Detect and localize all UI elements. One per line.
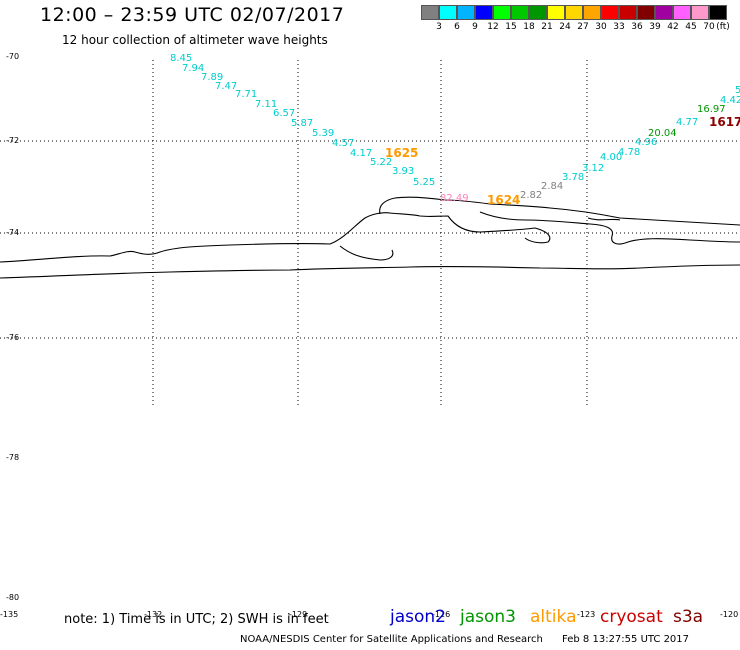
- wave-height-value: 2.84: [541, 181, 563, 192]
- wave-height-value: 7.71: [235, 89, 257, 100]
- wave-height-value: 4.17: [350, 148, 372, 159]
- legend-label: 12: [487, 22, 499, 32]
- longitude-label: -135: [0, 610, 18, 619]
- legend-swatch: [601, 5, 619, 20]
- legend-swatch: [529, 5, 547, 20]
- pass-time-label: 1624: [487, 193, 520, 207]
- legend-swatch: [457, 5, 475, 20]
- legend-label: 27: [577, 22, 589, 32]
- legend-swatch: [673, 5, 691, 20]
- track-east-cyan-values: 3.783.124.004.784.96 4.77 4.425: [562, 85, 740, 183]
- legend-swatch: [691, 5, 709, 20]
- wave-height-value: 4.42: [720, 95, 740, 106]
- legend-label: 33: [613, 22, 625, 32]
- map-title: 12:00 – 23:59 UTC 02/07/2017: [40, 4, 345, 26]
- legend-label: 45: [685, 22, 697, 32]
- longitude-labels: -135 -132 -129 -126 -123 -120: [0, 610, 738, 619]
- wave-height-value: 20.04: [648, 128, 677, 139]
- footer-note: note: 1) Time is in UTC; 2) SWH is in fe…: [64, 612, 329, 627]
- legend-swatch: [511, 5, 529, 20]
- legend-swatch: [583, 5, 601, 20]
- map-subtitle: 12 hour collection of altimeter wave hei…: [62, 33, 328, 47]
- track-gray-values: 2.822.84: [520, 181, 563, 201]
- wave-height-value: 16.97: [697, 104, 726, 115]
- legend-label: (ft): [716, 22, 730, 32]
- wave-height-value: 4.00: [600, 152, 622, 163]
- track-west-values: 8.457.947.897.477.717.116.575.875.394.57…: [170, 53, 435, 188]
- credit-text: NOAA/NESDIS Center for Satellite Applica…: [240, 634, 543, 645]
- latitude-label: -74: [6, 228, 19, 237]
- legend-label: 36: [631, 22, 643, 32]
- wave-height-value: 3.12: [582, 163, 604, 174]
- wave-height-value: 6.57: [273, 108, 295, 119]
- legend-swatch: [421, 5, 439, 20]
- legend-swatch: [565, 5, 583, 20]
- wave-height-value: 7.89: [201, 72, 223, 83]
- wave-height-value: 8.45: [170, 53, 192, 64]
- legend-label: 42: [667, 22, 679, 32]
- longitude-label: -126: [432, 610, 450, 619]
- legend-swatch: [655, 5, 673, 20]
- wave-height-value: 4.57: [332, 138, 354, 149]
- latitude-label: -76: [6, 333, 19, 342]
- latitude-label: -80: [6, 593, 19, 602]
- longitude-label: -123: [577, 610, 595, 619]
- legend-label: 3: [436, 22, 442, 32]
- wave-height-value: 5.25: [413, 177, 435, 188]
- graticule: [0, 60, 740, 405]
- wave-height-value: 3.93: [392, 166, 414, 177]
- legend-label: 9: [472, 22, 478, 32]
- satellite-altika: altika: [530, 607, 577, 627]
- latitude-labels: -70 -72 -74 -76 -78 -80: [6, 52, 19, 602]
- pass-time-labels: 1625 1624 1617: [385, 115, 740, 207]
- legend-swatch: [547, 5, 565, 20]
- legend-label: 70: [703, 22, 715, 32]
- generated-timestamp: Feb 8 13:27:55 UTC 2017: [562, 634, 690, 645]
- legend-label: 6: [454, 22, 460, 32]
- wave-height-value: 5.22: [370, 157, 392, 168]
- coastline: [0, 196, 740, 279]
- satellite-cryosat: cryosat: [600, 607, 663, 627]
- footer-credit: NOAA/NESDIS Center for Satellite Applica…: [240, 634, 689, 645]
- latitude-label: -72: [6, 136, 19, 145]
- wave-height-value: 5.39: [312, 128, 334, 139]
- wave-height-value: 5.87: [291, 118, 313, 129]
- legend-swatch: [637, 5, 655, 20]
- satellite-jason3: jason3: [460, 607, 516, 627]
- legend-label: 39: [649, 22, 661, 32]
- wave-height-value: 4.77: [676, 117, 698, 128]
- wave-height-value: 7.11: [255, 99, 277, 110]
- longitude-label: -129: [289, 610, 307, 619]
- legend-swatch: [709, 5, 727, 20]
- pass-time-label: 1625: [385, 146, 418, 160]
- wave-height-value: 7.94: [182, 63, 204, 74]
- track-east-green-values: 20.04 16.97: [648, 104, 726, 139]
- pass-time-label: 1617: [709, 115, 740, 129]
- wave-height-value: 2.82: [520, 190, 542, 201]
- wave-height-value: 3.78: [562, 172, 584, 183]
- satellite-jason2: jason2: [390, 607, 446, 627]
- color-legend: [421, 5, 727, 20]
- wave-height-value: 4.96: [635, 137, 657, 148]
- legend-swatch: [619, 5, 637, 20]
- legend-label: 30: [595, 22, 607, 32]
- legend-label: 18: [523, 22, 535, 32]
- track-pink-values: 82.49: [440, 193, 469, 204]
- longitude-label: -120: [720, 610, 738, 619]
- legend-label: 15: [505, 22, 517, 32]
- legend-swatch: [475, 5, 493, 20]
- wave-height-value: 5: [735, 85, 740, 96]
- legend-swatch: [439, 5, 457, 20]
- wave-height-value: 82.49: [440, 193, 469, 204]
- latitude-label: -78: [6, 453, 19, 462]
- wave-height-value: 7.47: [215, 81, 237, 92]
- legend-label: 21: [541, 22, 553, 32]
- latitude-label: -70: [6, 52, 19, 61]
- longitude-label: -132: [144, 610, 162, 619]
- legend-label: 24: [559, 22, 571, 32]
- legend-swatch: [493, 5, 511, 20]
- satellite-s3a: s3a: [673, 607, 704, 627]
- wave-height-value: 4.78: [618, 147, 640, 158]
